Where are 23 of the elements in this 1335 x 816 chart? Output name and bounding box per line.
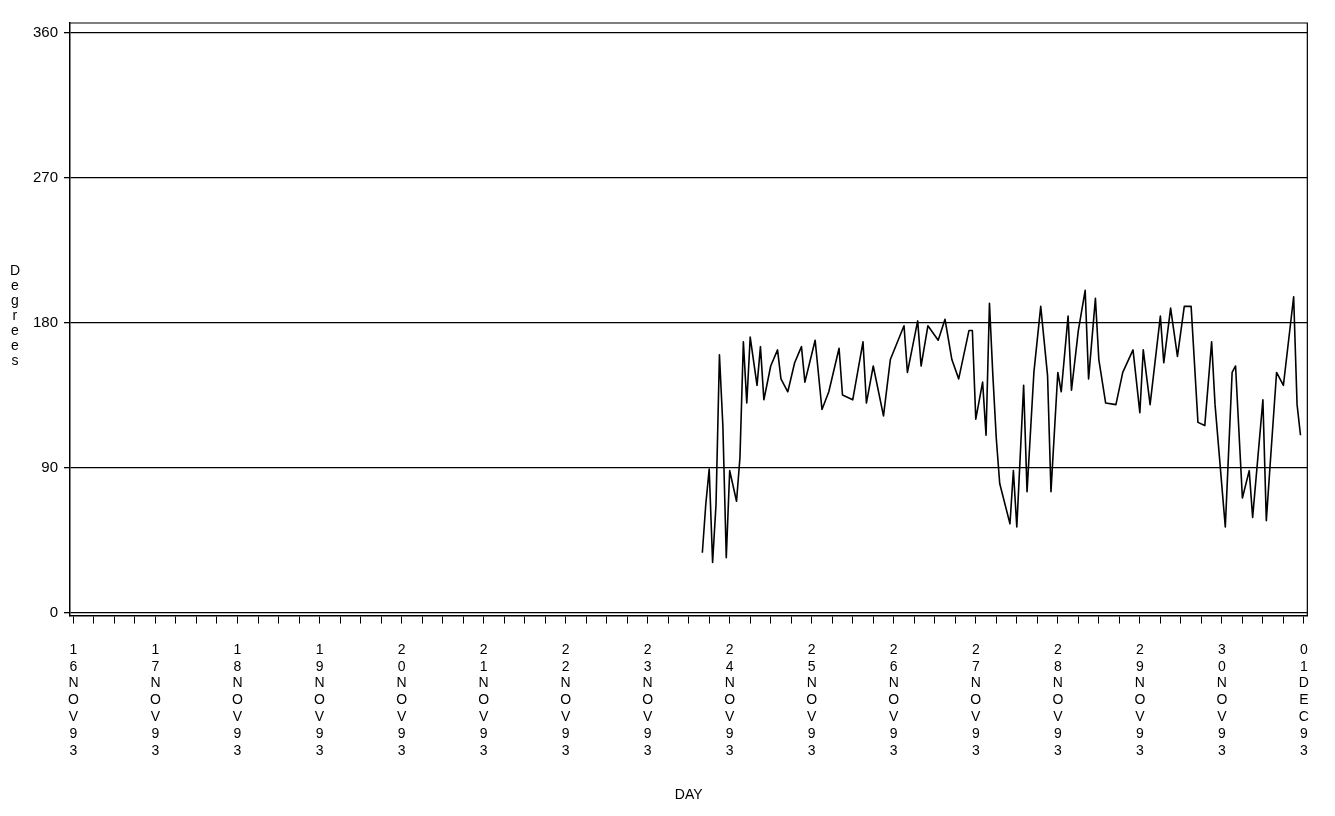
x-axis-title: DAY [674, 786, 704, 803]
x-tick-label: 26NOV93 [888, 640, 900, 758]
x-tick-label: 30NOV93 [1216, 640, 1228, 758]
x-tick-label: 22NOV93 [560, 640, 572, 758]
x-tick-label: 29NOV93 [1134, 640, 1146, 758]
x-tick-label: 01DEC93 [1298, 640, 1309, 758]
x-tick-label: 27NOV93 [970, 640, 982, 758]
x-tick-label: 28NOV93 [1052, 640, 1064, 758]
x-tick-label: 21NOV93 [478, 640, 490, 758]
y-tick-label: 270 [33, 167, 59, 185]
x-tick-label: 20NOV93 [396, 640, 408, 758]
x-tick-label: 17NOV93 [150, 640, 162, 758]
x-tick-label: 23NOV93 [642, 640, 654, 758]
x-tick-label: 25NOV93 [806, 640, 818, 758]
y-tick-label: 180 [33, 312, 59, 330]
y-tick-label: 0 [49, 602, 59, 620]
x-tick-label: 16NOV93 [68, 640, 79, 758]
y-axis-title: Degrees [10, 262, 21, 368]
x-tick-label: 19NOV93 [314, 640, 326, 758]
y-tick-label: 90 [41, 457, 59, 475]
x-tick-label: 24NOV93 [724, 640, 736, 758]
x-tick-label: 18NOV93 [232, 640, 244, 758]
y-tick-label: 360 [33, 22, 59, 40]
